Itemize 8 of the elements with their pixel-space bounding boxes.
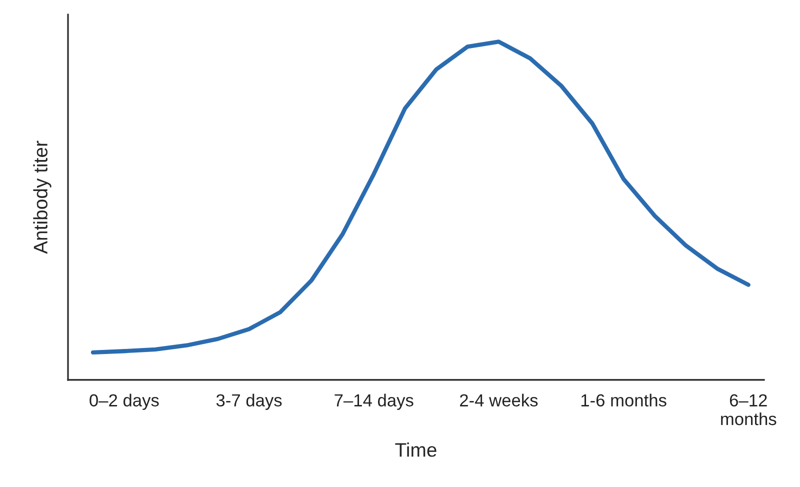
x-tick-label: 2-4 weeks (460, 394, 538, 406)
x-tick-label: 7–14 days (334, 394, 414, 410)
x-tick-label: 6–12 months (721, 394, 776, 426)
x-axis-title: Time (395, 442, 436, 457)
x-tick-label: 0–2 days (90, 394, 159, 410)
x-tick-label: 3-7 days (216, 394, 282, 410)
x-tick-label: 1-6 months (581, 394, 666, 406)
y-axis-title: Antibody titer (33, 140, 52, 254)
